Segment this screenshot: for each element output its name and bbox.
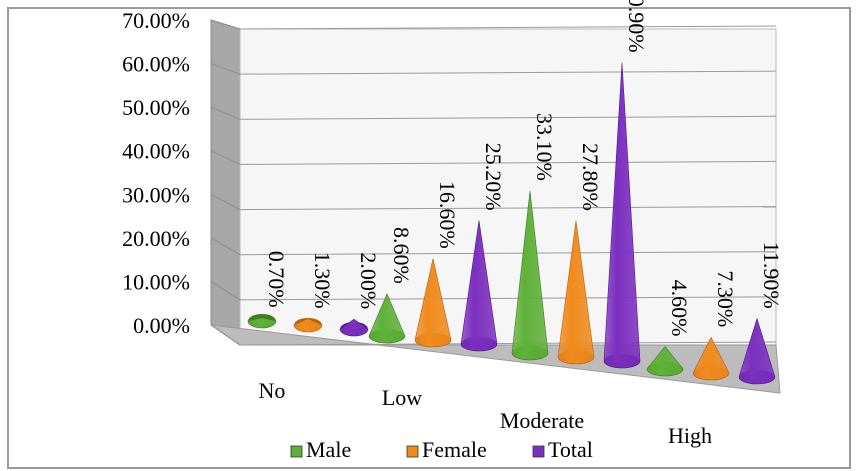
legend-swatch	[532, 445, 545, 458]
cone-body	[557, 220, 595, 365]
cone-high-total	[738, 317, 776, 385]
gridline-side	[210, 193, 241, 211]
gridline	[239, 160, 777, 165]
data-label: 2.00%	[356, 252, 381, 309]
data-label: 16.60%	[435, 181, 460, 249]
data-label: 25.20%	[481, 143, 506, 211]
data-label: 7.30%	[713, 270, 738, 327]
data-label: 0.70%	[264, 251, 289, 308]
data-label: 1.30%	[310, 252, 335, 309]
cone-high-male	[646, 345, 684, 377]
cone-marks	[247, 62, 776, 385]
category-label: No	[259, 378, 286, 403]
gridline	[239, 25, 777, 30]
cone-body	[646, 345, 684, 377]
legend-item-male: Male	[290, 437, 351, 462]
cone-moderate-total	[603, 62, 641, 369]
y-tick-label: 70.00%	[122, 8, 190, 33]
cone-body	[339, 318, 369, 337]
legend-label: Total	[548, 437, 593, 462]
gridline-side	[210, 106, 241, 120]
cone-body	[414, 258, 452, 348]
y-tick-label: 10.00%	[122, 269, 190, 294]
data-labels: 0.70% 1.30% 2.00% 8.60% 16.60% 25.20% 33.10% 27…	[264, 0, 784, 336]
cone-body	[603, 62, 641, 369]
legend-label: Male	[306, 437, 351, 462]
category-label: Moderate	[500, 408, 584, 433]
cone-body	[368, 293, 406, 344]
y-axis-ticks: 0.00% 10.00% 20.00% 30.00% 40.00% 50.00% 60.00…	[122, 8, 190, 338]
category-label: Low	[382, 385, 422, 410]
cone-moderate-female	[557, 220, 595, 365]
gridline	[239, 296, 777, 301]
cone-body	[738, 317, 776, 385]
cone-no-female	[293, 318, 323, 333]
cone-body	[247, 317, 277, 329]
cone-body	[293, 318, 323, 333]
legend-label: Female	[422, 437, 487, 462]
cone-no-total	[339, 318, 369, 337]
gridline-side	[210, 150, 241, 165]
gridline-side	[210, 281, 241, 301]
cone-no-male	[247, 314, 277, 329]
cone-low-male	[368, 293, 406, 344]
gridline	[239, 115, 777, 120]
gridline-side	[210, 237, 241, 256]
category-labels: No Low Moderate High	[259, 378, 712, 448]
y-tick-label: 50.00%	[122, 95, 190, 120]
cone-low-female	[414, 258, 452, 348]
data-label: 60.90%	[624, 0, 649, 53]
legend-swatch	[406, 445, 419, 458]
data-label: 27.80%	[578, 143, 603, 211]
y-tick-label: 0.00%	[133, 313, 190, 338]
cone-body	[460, 220, 498, 352]
cone-body	[511, 190, 549, 361]
legend-swatch	[290, 445, 303, 458]
legend-item-female: Female	[406, 437, 487, 462]
data-label: 33.10%	[532, 113, 557, 181]
gridline	[239, 206, 777, 211]
y-tick-label: 40.00%	[122, 139, 190, 164]
gridline-side	[210, 19, 241, 30]
cone-body	[692, 336, 730, 381]
gridline-side	[210, 324, 241, 346]
gridline	[239, 70, 777, 75]
category-label: High	[668, 423, 712, 448]
gridlines	[210, 19, 777, 346]
legend-item-total: Total	[532, 437, 593, 462]
y-tick-label: 60.00%	[122, 52, 190, 77]
legend: Male Female Total	[290, 437, 593, 462]
cone-high-female	[692, 336, 730, 381]
cone-low-total	[460, 220, 498, 352]
gridline	[239, 251, 777, 256]
data-label: 8.60%	[389, 227, 414, 284]
y-tick-label: 30.00%	[122, 182, 190, 207]
data-label: 4.60%	[667, 280, 692, 337]
gridline-side	[210, 63, 241, 75]
cone-moderate-male	[511, 190, 549, 361]
data-label: 11.90%	[759, 242, 784, 309]
y-tick-label: 20.00%	[122, 226, 190, 251]
gridline	[239, 341, 777, 346]
chart-walls	[210, 19, 781, 394]
